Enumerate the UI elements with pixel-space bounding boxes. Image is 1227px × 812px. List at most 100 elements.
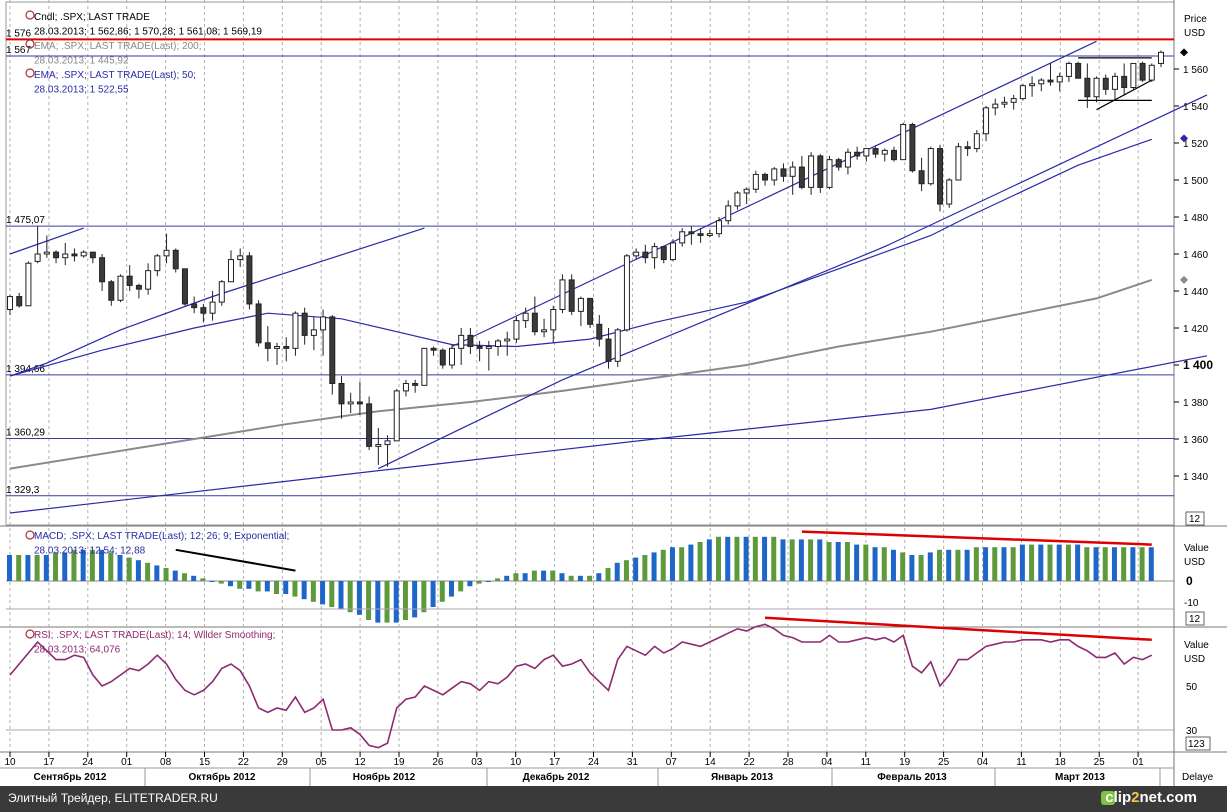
candle-up [292, 312, 299, 349]
candle-up [881, 149, 888, 155]
candle-up [495, 340, 502, 348]
candle-up [1111, 75, 1118, 90]
macd-bar [237, 581, 243, 589]
clip2net-logo-icon [1101, 791, 1115, 805]
macd-bar [1075, 544, 1081, 581]
day-tick-label: 24 [588, 757, 600, 768]
macd-bar [651, 552, 657, 581]
candle-up [559, 279, 566, 310]
candle-up [863, 148, 870, 157]
macd-bar [1065, 544, 1071, 581]
macd-bar [522, 573, 528, 581]
ema200-marker [1180, 275, 1188, 284]
day-tick-label: 03 [471, 757, 483, 768]
candle-up [623, 255, 630, 331]
candle-up [62, 253, 69, 259]
macd-bar [356, 581, 362, 615]
macd-bar [817, 539, 823, 581]
macd-bar [172, 570, 178, 581]
day-tick-label: 29 [277, 757, 289, 768]
day-tick-label: 31 [627, 757, 639, 768]
candle-down [89, 251, 96, 259]
rsi-box [1185, 736, 1211, 751]
candle-up [375, 444, 382, 447]
macd-bar [826, 542, 832, 581]
candle-down [605, 338, 612, 362]
macd-bar [614, 562, 620, 581]
candle-up [237, 255, 244, 261]
level-label: 1 360,29 [6, 427, 45, 438]
footer-bar: Элитный Трейдер, ELITETRADER.RU clip2net… [0, 786, 1227, 812]
macd-bar [541, 570, 547, 581]
macd-bar [1038, 544, 1044, 581]
macd-bar [1084, 547, 1090, 581]
candle-up [227, 259, 234, 283]
candle-down [596, 323, 603, 340]
day-tick-label: 15 [199, 757, 211, 768]
candle-down [467, 334, 474, 347]
price-header-text: 28.03.2013; 1 522,55 [34, 85, 129, 96]
candle-up [679, 231, 686, 244]
candle-down [798, 166, 805, 188]
candle-up [808, 155, 815, 188]
day-tick-label: 12 [355, 757, 367, 768]
indicator-handle-icon [25, 629, 35, 639]
macd-bar [393, 581, 399, 623]
candle-up [992, 103, 999, 109]
day-tick-label: 08 [160, 757, 172, 768]
clip2net-brand[interactable]: clip2net.com [1105, 789, 1197, 806]
macd-bar [301, 581, 307, 600]
candle-up [43, 251, 50, 255]
candle-down [53, 251, 60, 259]
day-tick-label: 19 [899, 757, 911, 768]
macd-bar [135, 560, 141, 581]
candle-up [34, 253, 41, 262]
price-box [1185, 511, 1205, 526]
candle-up [1158, 51, 1164, 64]
macd-bar [1111, 547, 1117, 581]
day-tick-label: 07 [666, 757, 678, 768]
macd-bar [274, 581, 280, 594]
macd-bar [476, 581, 482, 584]
candle-down [688, 231, 695, 235]
price-header-text: EMA; .SPX; LAST TRADE(Last); 50; [34, 70, 196, 81]
candle-down [255, 303, 262, 344]
candle-down [135, 284, 142, 290]
candle-up [955, 146, 962, 181]
macd-bar [25, 555, 31, 581]
candle-down [937, 148, 944, 205]
macd-bar [623, 560, 629, 581]
brand-clip: clip [1105, 789, 1132, 806]
macd-bar [1019, 544, 1025, 581]
macd-bar [53, 552, 59, 581]
macd-bar [771, 536, 777, 581]
rsi-tick-label: 50 [1186, 682, 1198, 693]
candle-up [384, 440, 391, 446]
ema50-line [9, 138, 1152, 377]
day-tick-label: 22 [238, 757, 250, 768]
candle-up [513, 320, 520, 340]
candle-up [25, 262, 32, 307]
candle-up [844, 151, 851, 168]
price-tick-label: 1 560 [1183, 65, 1208, 76]
price-chart: 1 576 1 567 1 475,07 1 394,66 1 360,29 1 329,… [0, 0, 1227, 786]
candle-down [172, 249, 179, 270]
month-label: Ноябрь 2012 [353, 771, 416, 783]
candle-down [909, 124, 916, 172]
macd-bar [808, 539, 814, 581]
macd-bar [1121, 547, 1127, 581]
macd-bar [43, 555, 49, 581]
macd-bar [927, 552, 933, 581]
day-tick-label: 11 [1016, 757, 1027, 768]
month-label: Март 2013 [1055, 772, 1105, 783]
candle-down [780, 168, 787, 177]
candle-down [412, 383, 419, 386]
macd-bar [531, 570, 537, 581]
candle-up [826, 159, 833, 188]
macd-header-text: MACD; .SPX; LAST TRADE(Last); 12; 26; 9;… [34, 531, 289, 542]
candle-up [946, 179, 953, 205]
macd-bar [366, 581, 372, 620]
macd-bar [577, 575, 583, 581]
price-tick-label: 1 420 [1183, 324, 1208, 335]
macd-bar [789, 539, 795, 581]
